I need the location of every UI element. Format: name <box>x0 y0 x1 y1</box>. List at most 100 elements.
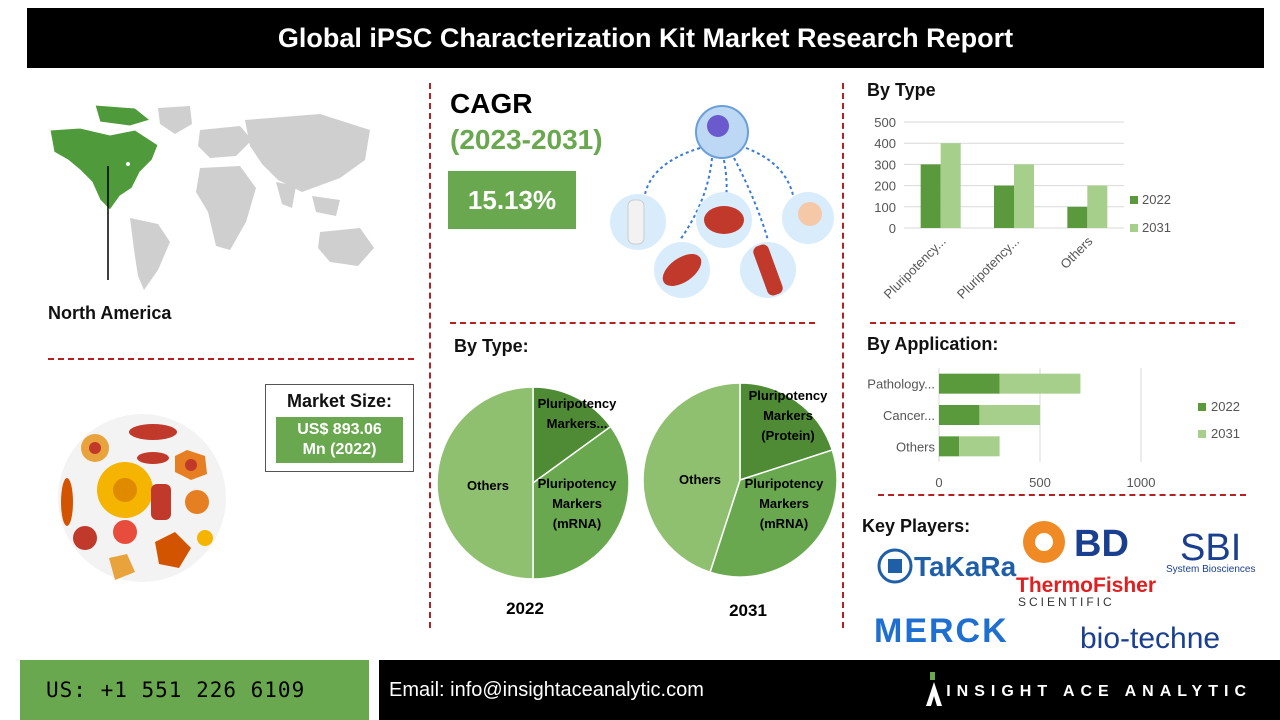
by-type-bar-chart: 0 100 200 300 400 500 Pluripotency... Pluripote… <box>874 115 1171 302</box>
cagr-years: (2023-2031) <box>450 124 603 155</box>
thermofisher-logo-subtitle: SCIENTIFIC <box>1018 595 1115 609</box>
market-size-box: Market Size: US$ 893.06 Mn (2022) <box>265 384 414 472</box>
market-size-value-line1: US$ 893.06 <box>297 421 382 438</box>
bar-legend-swatch-2022 <box>1130 196 1138 204</box>
pie-label-line: Pluripotency <box>745 476 825 491</box>
divider-right <box>842 83 844 628</box>
key-players-title: Key Players: <box>862 516 971 536</box>
bar-legend-swatch-2031 <box>1130 224 1138 232</box>
app-x-tick-label: 1000 <box>1127 475 1156 490</box>
app-bar-2031-2 <box>959 436 1000 457</box>
cagr-value: 15.13% <box>448 171 576 229</box>
market-size-label: Market Size: <box>286 391 393 411</box>
bar-y-tick-label: 0 <box>889 221 896 236</box>
pie-label-line: Others <box>679 472 721 487</box>
app-bar-2022-1 <box>939 405 980 425</box>
thermofisher-logo: ThermoFisher SCIENTIFIC <box>1016 574 1156 609</box>
bar-2022-0 <box>920 164 941 228</box>
bd-logo-text: BD <box>1074 523 1129 565</box>
bar-chart-title: By Type <box>867 80 936 100</box>
divider-left-h <box>48 358 414 360</box>
bar-2022-1 <box>994 185 1014 228</box>
bar-y-tick-label: 300 <box>874 157 896 172</box>
biotechne-logo-text: bio-techne <box>1080 622 1220 655</box>
pie-label-line: (mRNA) <box>760 516 808 531</box>
pie-1-slice-0 <box>739 382 834 482</box>
footer-email[interactable]: Email: info@insightaceanalytic.com <box>379 660 1280 720</box>
bar-legend-label-2031: 2031 <box>1142 220 1171 235</box>
app-x-tick-label: 0 <box>935 475 942 490</box>
pie-1-caption: 2031 <box>729 601 767 620</box>
pie-0-slice-1 <box>532 425 630 580</box>
bar-category-label: Pluripotency... <box>954 234 1022 302</box>
pie-0-label-0: Pluripotency Markers... <box>538 396 618 431</box>
cells-illustration <box>58 414 226 582</box>
app-legend-swatch-2031 <box>1198 430 1206 438</box>
bar-category-label: Others <box>1057 233 1096 272</box>
footer-phone[interactable]: US: +1 551 226 6109 <box>20 660 369 720</box>
bar-y-tick-label: 200 <box>874 179 896 194</box>
app-x-tick-label: 500 <box>1029 475 1051 490</box>
takara-logo-text: TaKaRa <box>914 551 1017 582</box>
pie-0-label-2: Others <box>467 478 509 493</box>
pie-1-label-0: Pluripotency Markers (Protein) <box>749 388 829 443</box>
merck-logo-text: MERCK <box>874 612 1009 650</box>
divider-mid-h <box>450 322 815 324</box>
pie-1-label-1: Pluripotency Markers (mRNA) <box>745 476 825 531</box>
footer-brand: INSIGHT ACE ANALYTIC <box>946 683 1252 700</box>
app-legend-swatch-2022 <box>1198 403 1206 411</box>
ipsc-illustration <box>610 105 834 298</box>
pie-label-line: (Protein) <box>761 428 814 443</box>
pie-label-line: Markers <box>552 496 602 511</box>
pie-label-line: Others <box>467 478 509 493</box>
pie-1-slice-2 <box>642 382 741 574</box>
pie-label-line: Pluripotency <box>749 388 829 403</box>
divider-right-h1 <box>870 322 1235 324</box>
pie-1-label-2: Others <box>679 472 721 487</box>
pie-1-slice-1 <box>709 449 838 578</box>
app-legend-label-2031: 2031 <box>1211 426 1240 441</box>
by-application-chart: 0 500 1000 Pathology... Cancer... Others 2022 2… <box>867 368 1240 490</box>
report-title: Global iPSC Characterization Kit Market … <box>27 8 1264 68</box>
pie-0-caption: 2022 <box>506 599 544 618</box>
bar-2022-2 <box>1067 206 1088 228</box>
by-type-pie-charts: Pluripotency Markers... Pluripotency Marker… <box>436 382 838 620</box>
merck-logo: MERCK <box>874 612 1009 650</box>
app-category-label: Others <box>896 439 936 454</box>
bar-category-label: Pluripotency... <box>881 234 949 302</box>
bar-y-tick-label: 500 <box>874 115 896 130</box>
brand-logo-icon <box>926 672 942 706</box>
pie-0-slice-0 <box>532 386 612 485</box>
divider-right-h2 <box>878 494 1246 496</box>
bar-y-tick-label: 100 <box>874 200 896 215</box>
pie-label-line: Pluripotency <box>538 396 618 411</box>
region-label: North America <box>48 303 172 323</box>
app-bar-2031-1 <box>979 405 1040 425</box>
pie-label-line: Pluripotency <box>538 476 618 491</box>
bar-2031-1 <box>1014 164 1034 228</box>
app-bar-2022-0 <box>939 373 1000 394</box>
pie-label-line: Markers... <box>547 416 608 431</box>
bar-y-tick-label: 400 <box>874 136 896 151</box>
thermofisher-logo-text: ThermoFisher <box>1016 574 1156 597</box>
pie-section-title: By Type: <box>454 336 529 356</box>
sbi-logo: SBI System Biosciences <box>1166 527 1255 575</box>
bar-legend-label-2022: 2022 <box>1142 192 1171 207</box>
market-size-value: US$ 893.06 Mn (2022) <box>276 417 403 463</box>
world-map <box>49 104 374 290</box>
cagr-title: CAGR <box>450 88 533 119</box>
app-category-label: Cancer... <box>883 408 935 423</box>
biotechne-logo: bio-techne <box>1080 622 1220 655</box>
pie-label-line: Markers <box>759 496 809 511</box>
bar-2031-2 <box>1087 185 1108 228</box>
takara-logo: TaKaRa <box>877 548 1017 584</box>
app-category-label: Pathology... <box>867 377 935 392</box>
app-chart-title: By Application: <box>867 334 999 354</box>
bd-logo: BD <box>1023 521 1129 565</box>
pie-label-line: (mRNA) <box>553 516 601 531</box>
pie-0-label-1: Pluripotency Markers (mRNA) <box>538 476 618 531</box>
app-legend-label-2022: 2022 <box>1211 399 1240 414</box>
pie-0-slice-2 <box>436 386 534 580</box>
bar-2031-0 <box>940 143 961 228</box>
sbi-logo-subtitle: System Biosciences <box>1166 564 1255 575</box>
